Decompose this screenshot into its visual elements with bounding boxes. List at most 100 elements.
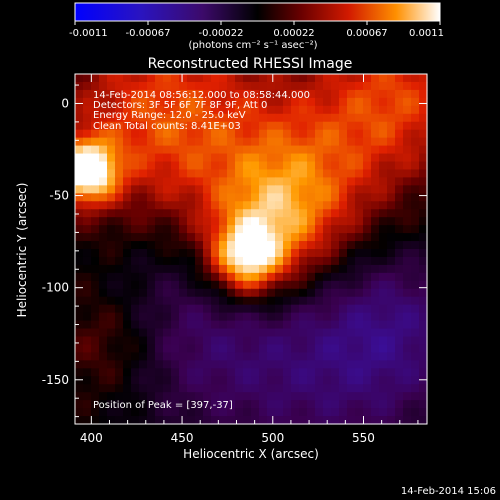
heatmap-cell: [91, 233, 100, 242]
heatmap-cell: [235, 368, 244, 377]
heatmap-cell: [299, 137, 308, 147]
heatmap-cell: [83, 360, 92, 369]
heatmap-cell: [187, 320, 196, 330]
heatmap-cell: [163, 161, 172, 171]
heatmap-cell: [267, 264, 276, 274]
heatmap-cell: [395, 185, 404, 194]
heatmap-cell: [75, 312, 84, 322]
heatmap-cell: [275, 256, 284, 266]
heatmap-cell: [259, 233, 268, 242]
heatmap-cell: [395, 89, 404, 99]
heatmap-cell: [243, 153, 252, 163]
heatmap-cell: [387, 408, 396, 417]
heatmap-cell: [155, 288, 164, 298]
heatmap-cell: [155, 161, 164, 171]
heatmap-cell: [395, 113, 404, 123]
heatmap-cell: [299, 272, 308, 282]
heatmap-cell: [411, 161, 420, 171]
heatmap-cell: [179, 296, 188, 306]
heatmap-cell: [139, 201, 148, 210]
heatmap-cell: [291, 312, 300, 322]
heatmap-cell: [331, 312, 340, 322]
heatmap-cell: [115, 121, 124, 131]
heatmap-cell: [211, 336, 220, 346]
heatmap-cell: [291, 153, 300, 163]
heatmap-cell: [75, 264, 84, 274]
heatmap-cell: [83, 280, 92, 290]
heatmap-cell: [355, 209, 364, 218]
heatmap-cell: [187, 185, 196, 194]
heatmap-cell: [419, 145, 428, 155]
heatmap-cell: [75, 384, 84, 393]
heatmap-cell: [315, 105, 324, 115]
heatmap-cell: [163, 201, 172, 210]
heatmap-cell: [187, 280, 196, 290]
heatmap-cell: [371, 256, 380, 266]
heatmap-cell: [211, 400, 220, 409]
heatmap-cell: [403, 264, 412, 274]
heatmap-cell: [243, 416, 252, 425]
heatmap-cell: [307, 249, 316, 258]
heatmap-cell: [339, 368, 348, 377]
heatmap-cell: [131, 408, 140, 417]
heatmap-cell: [155, 177, 164, 186]
heatmap-cell: [75, 280, 84, 290]
heatmap-cell: [179, 74, 188, 83]
heatmap-cell: [187, 81, 196, 91]
heatmap-cell: [315, 145, 324, 155]
heatmap-cell: [275, 169, 284, 178]
heatmap-cell: [83, 153, 92, 163]
heatmap-cell: [259, 304, 268, 314]
heatmap-cell: [163, 400, 172, 409]
heatmap-cell: [379, 217, 388, 226]
heatmap-cell: [307, 161, 316, 171]
heatmap-cell: [99, 304, 108, 314]
heatmap-cell: [347, 352, 356, 361]
heatmap-cell: [331, 81, 340, 91]
heatmap-cell: [419, 177, 428, 186]
heatmap-cell: [283, 249, 292, 258]
heatmap-cell: [299, 233, 308, 242]
heatmap-cell: [355, 336, 364, 346]
heatmap-cell: [155, 153, 164, 163]
heatmap-cell: [227, 153, 236, 163]
heatmap-cell: [75, 352, 84, 361]
heatmap-cell: [235, 129, 244, 139]
heatmap-cell: [331, 256, 340, 266]
heatmap-cell: [147, 272, 156, 282]
heatmap-cell: [187, 209, 196, 218]
heatmap-cell: [331, 233, 340, 242]
heatmap-cell: [171, 249, 180, 258]
heatmap-cell: [331, 320, 340, 330]
heatmap-cell: [251, 288, 260, 298]
heatmap-cell: [91, 360, 100, 369]
heatmap-cell: [411, 89, 420, 99]
heatmap-cell: [147, 225, 156, 234]
heatmap-cell: [75, 193, 84, 202]
heatmap-cell: [203, 89, 212, 99]
heatmap-cell: [75, 145, 84, 155]
heatmap-cell: [339, 169, 348, 178]
heatmap-cell: [147, 304, 156, 314]
heatmap-cell: [243, 376, 252, 385]
heatmap-cell: [363, 272, 372, 282]
heatmap-cell: [99, 74, 108, 83]
heatmap-cell: [267, 97, 276, 107]
heatmap-cell: [395, 249, 404, 258]
heatmap-cell: [355, 400, 364, 409]
heatmap-cell: [107, 368, 116, 377]
heatmap-cell: [243, 400, 252, 409]
heatmap-cell: [123, 392, 132, 401]
heatmap-cell: [363, 81, 372, 91]
heatmap-cell: [155, 408, 164, 417]
heatmap-cell: [107, 264, 116, 274]
heatmap-cell: [219, 288, 228, 298]
heatmap-cell: [283, 185, 292, 194]
heatmap-cell: [347, 89, 356, 99]
heatmap-cell: [187, 312, 196, 322]
heatmap-cell: [419, 193, 428, 202]
heatmap-cell: [83, 113, 92, 123]
heatmap-cell: [363, 249, 372, 258]
heatmap-cell: [411, 121, 420, 131]
info-detectors: Detectors: 3F 5F 6F 7F 8F 9F, Att 0: [93, 100, 267, 111]
